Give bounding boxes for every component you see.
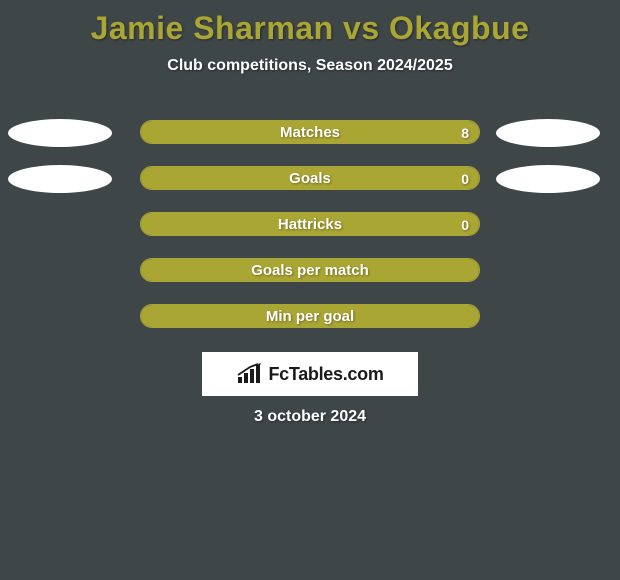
stat-row: Goals per match	[0, 258, 620, 284]
stat-bar-fill	[141, 259, 479, 281]
left-bubble	[8, 119, 112, 147]
stat-row: Hattricks0	[0, 212, 620, 238]
stat-value-right: 8	[461, 121, 469, 144]
logo-box: FcTables.com	[202, 352, 418, 396]
stat-value-right: 0	[461, 213, 469, 236]
stat-row: Min per goal	[0, 304, 620, 330]
stat-bar: Min per goal	[140, 304, 480, 328]
stat-row: Goals0	[0, 166, 620, 192]
left-bubble	[8, 165, 112, 193]
stat-value-right: 0	[461, 167, 469, 190]
stat-bar: Hattricks0	[140, 212, 480, 236]
chart-area: Matches8 Goals0 Hattricks0 Goals per match M…	[0, 120, 620, 350]
comparison-infographic: Jamie Sharman vs Okagbue Club competitio…	[0, 0, 620, 580]
logo-icon	[236, 363, 262, 385]
right-bubble	[496, 165, 600, 193]
stat-bar-fill	[141, 121, 479, 143]
page-subtitle: Club competitions, Season 2024/2025	[0, 57, 620, 75]
stat-bar: Goals0	[140, 166, 480, 190]
date-text: 3 october 2024	[0, 408, 620, 426]
right-bubble	[496, 119, 600, 147]
stat-bar: Matches8	[140, 120, 480, 144]
page-title: Jamie Sharman vs Okagbue	[0, 0, 620, 47]
stat-bar-fill	[141, 305, 479, 327]
logo-text: FcTables.com	[268, 364, 383, 385]
stat-bar-fill	[141, 213, 479, 235]
stat-bar-fill	[141, 167, 479, 189]
stat-row: Matches8	[0, 120, 620, 146]
stat-bar: Goals per match	[140, 258, 480, 282]
